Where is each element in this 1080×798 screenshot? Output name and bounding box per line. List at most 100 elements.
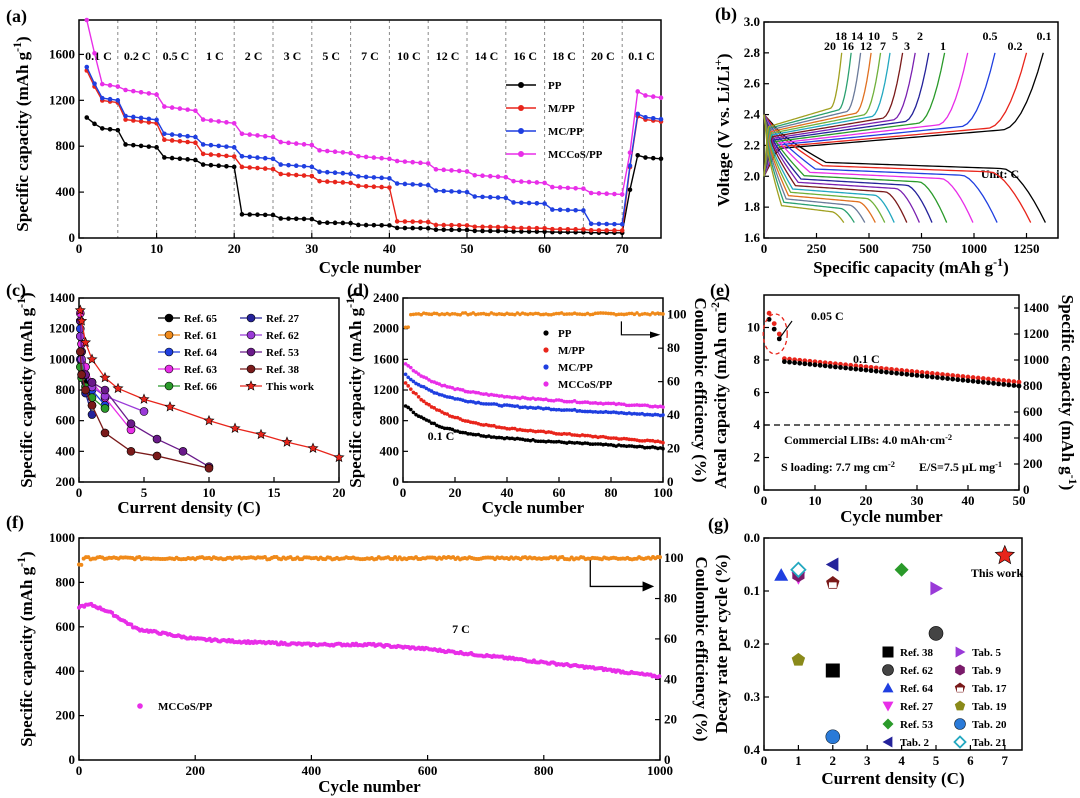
- data-point: [596, 228, 602, 233]
- data-point: [317, 220, 322, 225]
- data-point: [552, 440, 556, 444]
- data-point: [643, 93, 648, 98]
- data-point: [550, 184, 555, 190]
- annotation-commercial: Commercial LIBs: 4.0 mAh·cm-2: [784, 433, 952, 448]
- data-point: [325, 169, 330, 175]
- data-point: [239, 153, 245, 159]
- data-point: [425, 182, 431, 188]
- data-point: [519, 225, 524, 231]
- y-tick-label: 400: [56, 184, 76, 199]
- data-point: [332, 220, 338, 226]
- data-point: [387, 156, 392, 162]
- areal-point: [914, 373, 920, 378]
- data-point: [661, 405, 665, 409]
- data-point: [177, 156, 183, 162]
- data-point: [146, 144, 152, 149]
- data-point: [262, 155, 268, 161]
- y2-tick-label: 200: [1023, 456, 1043, 471]
- data-point: [139, 407, 149, 416]
- areal-point: [822, 363, 828, 369]
- data-point: [332, 170, 338, 176]
- data-point: [146, 91, 152, 96]
- data-point: [231, 145, 237, 150]
- rate-label: 18 C: [552, 49, 576, 63]
- data-point: [643, 114, 648, 120]
- legend-label: Ref. 63: [184, 364, 217, 376]
- y2-tick-label: 0: [667, 474, 674, 489]
- data-point: [110, 610, 115, 615]
- efficiency-point: [471, 311, 476, 315]
- areal-point: [776, 336, 782, 342]
- data-point: [363, 174, 369, 180]
- data-point: [262, 212, 268, 218]
- data-point: [100, 385, 110, 395]
- discharge-curve: [763, 114, 933, 223]
- data-point: [495, 224, 501, 230]
- data-point: [239, 212, 245, 217]
- specific-point: [766, 310, 772, 316]
- areal-point: [991, 380, 996, 386]
- data-point: [612, 228, 617, 233]
- data-point: [487, 228, 493, 234]
- data-point: [185, 133, 190, 139]
- y2-tick-label: 1400: [1023, 300, 1049, 315]
- y-tick-label: 2.8: [744, 45, 761, 60]
- areal-point: [802, 361, 808, 367]
- y-axis-label: Specific capacity (mAh g-1): [10, 36, 32, 231]
- specific-point: [889, 366, 894, 372]
- data-point: [480, 173, 485, 179]
- legend-marker: [543, 330, 549, 336]
- y-tick-label: 0: [69, 752, 76, 767]
- data-point: [456, 222, 462, 228]
- data-point: [612, 191, 617, 197]
- charge-curve: [763, 52, 843, 177]
- data-point: [503, 224, 509, 230]
- data-point: [619, 443, 624, 448]
- data-point: [278, 171, 284, 177]
- data-point: [432, 406, 437, 410]
- data-point: [208, 118, 214, 123]
- data-point: [409, 377, 413, 382]
- data-point: [456, 189, 462, 195]
- data-point: [403, 362, 408, 366]
- data-point: [489, 435, 494, 439]
- data-point: [410, 225, 415, 231]
- curve-label: 0.2: [1008, 39, 1023, 53]
- y-tick-label: 1200: [49, 321, 75, 336]
- y-tick-label: 2000: [373, 321, 399, 336]
- data-point: [406, 375, 411, 380]
- data-point: [542, 225, 547, 231]
- y-tick-label: 10: [747, 320, 760, 335]
- data-point: [635, 111, 641, 117]
- data-point: [154, 117, 159, 123]
- data-point: [774, 568, 789, 581]
- x-tick-label: 0: [761, 753, 768, 768]
- data-point: [596, 221, 602, 227]
- data-point: [247, 154, 253, 160]
- y-tick-label: 2.4: [744, 107, 761, 122]
- data-point: [550, 207, 555, 212]
- data-point: [379, 175, 384, 181]
- areal-point: [873, 368, 879, 374]
- data-point: [492, 393, 496, 397]
- areal-point: [838, 365, 843, 370]
- discharge-curve: [763, 114, 908, 223]
- data-point: [489, 423, 494, 428]
- data-point: [456, 227, 462, 233]
- legend-label: Ref. 53: [266, 347, 299, 359]
- panel-label: (a): [6, 6, 27, 27]
- areal-point: [817, 362, 823, 368]
- data-point: [441, 227, 447, 233]
- data-point: [301, 216, 307, 222]
- data-point: [169, 132, 175, 137]
- discharge-curve: [763, 114, 974, 223]
- data-point: [402, 181, 408, 187]
- data-point: [573, 207, 578, 213]
- y-tick-label: 0: [393, 474, 400, 489]
- data-point: [542, 229, 547, 234]
- rate-label: 2 C: [245, 49, 263, 63]
- y-tick-label: 1200: [373, 382, 399, 397]
- data-point: [411, 410, 416, 415]
- panel-e: 0 10 20 30 40 5002468100200400600800100012001…: [708, 280, 1080, 526]
- data-point: [604, 221, 609, 227]
